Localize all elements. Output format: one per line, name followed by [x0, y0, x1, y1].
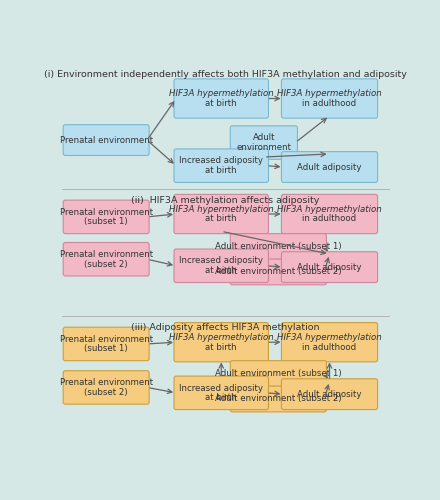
FancyBboxPatch shape: [174, 322, 268, 362]
FancyBboxPatch shape: [63, 370, 149, 404]
Text: Adult environment (subset 2): Adult environment (subset 2): [215, 394, 342, 404]
Text: (ii)  HIF3A methylation affects adiposity: (ii) HIF3A methylation affects adiposity: [131, 196, 320, 204]
Text: (subset 1): (subset 1): [84, 344, 128, 353]
Text: Adult: Adult: [253, 134, 275, 142]
Text: in adulthood: in adulthood: [302, 342, 356, 351]
FancyBboxPatch shape: [63, 200, 149, 234]
FancyBboxPatch shape: [174, 79, 268, 118]
Text: Adult adiposity: Adult adiposity: [297, 162, 362, 172]
Text: in adulthood: in adulthood: [302, 99, 356, 108]
FancyBboxPatch shape: [230, 234, 326, 260]
Text: HIF3A hypermethylation: HIF3A hypermethylation: [277, 89, 382, 98]
Text: at birth: at birth: [205, 166, 237, 175]
Text: Prenatal environment: Prenatal environment: [59, 378, 153, 387]
Text: (subset 1): (subset 1): [84, 217, 128, 226]
FancyBboxPatch shape: [174, 194, 268, 234]
Text: Adult environment (subset 2): Adult environment (subset 2): [215, 268, 342, 276]
Text: at birth: at birth: [205, 266, 237, 275]
Text: (subset 2): (subset 2): [84, 260, 128, 268]
Text: at birth: at birth: [205, 393, 237, 402]
Text: HIF3A hypermethylation: HIF3A hypermethylation: [169, 333, 274, 342]
FancyBboxPatch shape: [282, 194, 378, 234]
Text: HIF3A hypermethylation: HIF3A hypermethylation: [169, 204, 274, 214]
FancyBboxPatch shape: [282, 252, 378, 282]
Text: HIF3A hypermethylation: HIF3A hypermethylation: [277, 204, 382, 214]
FancyBboxPatch shape: [282, 152, 378, 182]
Text: (i) Environment independently affects both HIF3A methylation and adiposity: (i) Environment independently affects bo…: [44, 70, 407, 78]
Text: Adult environment (subset 1): Adult environment (subset 1): [215, 369, 342, 378]
Text: HIF3A hypermethylation: HIF3A hypermethylation: [169, 89, 274, 98]
Text: Adult adiposity: Adult adiposity: [297, 262, 362, 272]
FancyBboxPatch shape: [174, 376, 268, 410]
Text: HIF3A hypermethylation: HIF3A hypermethylation: [277, 333, 382, 342]
FancyBboxPatch shape: [174, 249, 268, 282]
FancyBboxPatch shape: [174, 149, 268, 182]
Text: Prenatal environment: Prenatal environment: [59, 136, 153, 144]
Text: Prenatal environment: Prenatal environment: [59, 208, 153, 216]
FancyBboxPatch shape: [230, 259, 326, 285]
FancyBboxPatch shape: [230, 386, 326, 412]
Text: environment: environment: [236, 143, 291, 152]
Text: (subset 2): (subset 2): [84, 388, 128, 397]
Text: Prenatal environment: Prenatal environment: [59, 250, 153, 259]
Text: at birth: at birth: [205, 214, 237, 224]
Text: Increased adiposity: Increased adiposity: [179, 256, 263, 266]
Text: Adult adiposity: Adult adiposity: [297, 390, 362, 398]
Text: in adulthood: in adulthood: [302, 214, 356, 224]
FancyBboxPatch shape: [230, 126, 297, 160]
FancyBboxPatch shape: [282, 379, 378, 410]
FancyBboxPatch shape: [282, 322, 378, 362]
FancyBboxPatch shape: [63, 124, 149, 156]
Text: at birth: at birth: [205, 342, 237, 351]
FancyBboxPatch shape: [63, 327, 149, 360]
Text: Increased adiposity: Increased adiposity: [179, 384, 263, 392]
Text: Increased adiposity: Increased adiposity: [179, 156, 263, 166]
FancyBboxPatch shape: [282, 79, 378, 118]
Text: (iii) Adiposity affects HIF3A methylation: (iii) Adiposity affects HIF3A methylatio…: [131, 322, 320, 332]
Text: Adult environment (subset 1): Adult environment (subset 1): [215, 242, 342, 251]
FancyBboxPatch shape: [63, 242, 149, 276]
FancyBboxPatch shape: [230, 360, 326, 386]
Text: at birth: at birth: [205, 99, 237, 108]
Text: Prenatal environment: Prenatal environment: [59, 334, 153, 344]
